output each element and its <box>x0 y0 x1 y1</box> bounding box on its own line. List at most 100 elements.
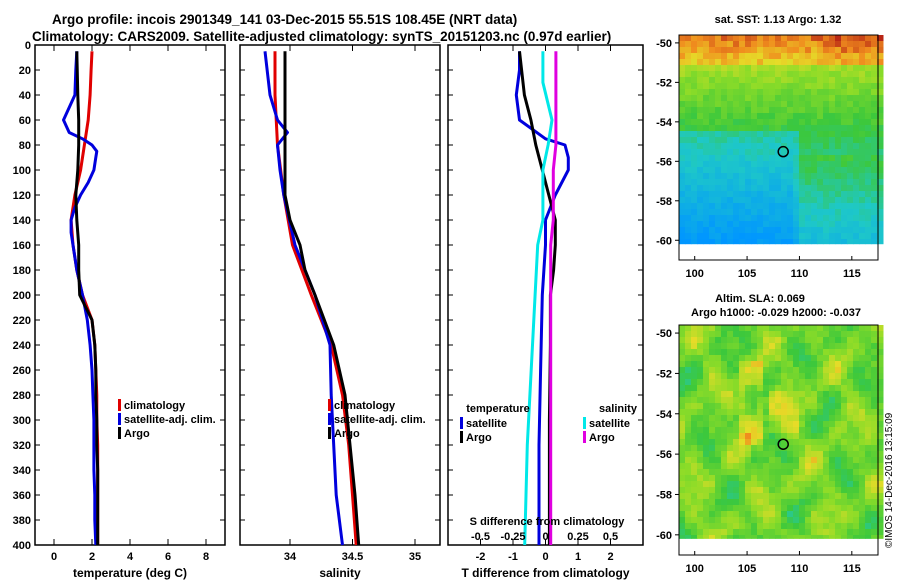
y-tick-label: 0 <box>25 40 31 52</box>
y-tick-label: 180 <box>13 265 31 277</box>
y-tick-label: 100 <box>13 165 31 177</box>
map-frame <box>678 34 879 261</box>
y-tick-label: 380 <box>13 515 31 527</box>
map-y-tick-label: -54 <box>656 409 673 421</box>
map-x-tick-label: 110 <box>791 268 809 280</box>
series-line-satellite-adj.-clim. <box>62 51 99 546</box>
y-tick-label: 260 <box>13 365 31 377</box>
y-tick-label: 340 <box>13 465 31 477</box>
map-title: Argo h1000: -0.029 h2000: -0.037 <box>691 307 861 319</box>
x-axis-label: temperature (deg C) <box>73 566 187 580</box>
series-line-temperature-satellite <box>514 51 570 545</box>
map-x-tick-label: 105 <box>738 268 756 280</box>
map-y-tick-label: -58 <box>656 489 672 501</box>
y-tick-label: 40 <box>19 90 31 102</box>
series-line-salinity-Argo <box>549 51 558 545</box>
y-tick-label: 300 <box>13 415 31 427</box>
map-x-tick-label: 100 <box>686 268 704 280</box>
plot-frame-difference <box>447 44 644 546</box>
x-tick-label: 8 <box>203 551 209 563</box>
map-title: Altim. SLA: 0.069 <box>715 293 805 305</box>
map-x-tick-label: 110 <box>791 563 809 575</box>
map-y-tick-label: -60 <box>656 530 672 542</box>
series-line-climatology <box>273 51 358 546</box>
legend-label: Argo <box>124 428 150 440</box>
legend-group-label: salinity <box>599 403 638 415</box>
legend-label: satellite-adj. clim. <box>124 414 216 426</box>
y-tick-label: 80 <box>19 140 31 152</box>
map-sla-map <box>675 324 884 556</box>
series-line-Argo <box>283 51 361 546</box>
y-tick-label: 60 <box>19 115 31 127</box>
legend-swatch <box>118 413 121 425</box>
argo-position-marker <box>777 145 789 158</box>
x-tick-label: 2 <box>89 551 95 563</box>
x-axis-label: T difference from climatology <box>461 566 629 580</box>
legend-swatch <box>118 399 121 411</box>
y-tick-label: 200 <box>13 290 31 302</box>
y-tick-label: 320 <box>13 440 31 452</box>
legend-swatch <box>328 399 331 411</box>
y-tick-label: 220 <box>13 315 31 327</box>
map-frame <box>678 324 879 556</box>
top-tick-label: 0 <box>542 531 548 543</box>
x-tick-label: 0 <box>51 551 57 563</box>
legend-swatch <box>583 417 586 429</box>
x-tick-label: 4 <box>127 551 134 563</box>
y-tick-label: 240 <box>13 340 31 352</box>
map-y-tick-label: -60 <box>656 235 672 247</box>
legend-swatch <box>328 427 331 439</box>
map-y-tick-label: -56 <box>656 156 672 168</box>
map-sst-map <box>675 34 884 261</box>
x-tick-label: 35 <box>409 551 421 563</box>
x-tick-label: 6 <box>165 551 171 563</box>
legend-label: satellite-adj. clim. <box>334 414 426 426</box>
legend-label: climatology <box>334 400 396 412</box>
x-tick-label: 34 <box>284 551 297 563</box>
map-y-tick-label: -56 <box>656 449 672 461</box>
map-title: sat. SST: 1.13 Argo: 1.32 <box>715 14 842 26</box>
y-tick-label: 140 <box>13 215 31 227</box>
top-axis-label: S difference from climatology <box>470 516 626 528</box>
figure-title-line1: Argo profile: incois 2901349_141 03-Dec-… <box>52 12 518 27</box>
series-line-salinity-satellite <box>523 51 554 546</box>
map-x-tick-label: 105 <box>738 563 756 575</box>
x-tick-label: 1 <box>575 551 581 563</box>
x-tick-label: -1 <box>508 551 518 563</box>
map-x-tick-label: 100 <box>686 563 704 575</box>
legend-label: climatology <box>124 400 186 412</box>
legend-label: Argo <box>334 428 360 440</box>
x-tick-label: 34.5 <box>342 551 363 563</box>
map-x-tick-label: 115 <box>843 563 861 575</box>
legend-label: Argo <box>466 432 492 444</box>
x-tick-label: 2 <box>607 551 613 563</box>
y-tick-label: 280 <box>13 390 31 402</box>
legend-group-label: temperature <box>466 403 530 415</box>
legend-label: Argo <box>589 432 615 444</box>
x-axis-label: salinity <box>319 566 361 580</box>
argo-position-marker <box>777 438 789 450</box>
top-tick-label: -0.5 <box>471 531 490 543</box>
legend-swatch <box>460 431 463 443</box>
map-y-tick-label: -50 <box>656 328 672 340</box>
map-y-tick-label: -52 <box>656 368 672 380</box>
y-tick-label: 20 <box>19 65 31 77</box>
top-tick-label: 0.5 <box>603 531 618 543</box>
x-tick-label: -2 <box>476 551 486 563</box>
series-line-Argo <box>74 51 100 545</box>
legend-label: satellite <box>589 418 630 430</box>
y-tick-label: 400 <box>13 540 31 552</box>
y-tick-label: 160 <box>13 240 31 252</box>
credit-text: ©IMOS 14-Dec-2016 13:15:09 <box>884 412 895 548</box>
plot-frame-salinity <box>239 44 441 546</box>
map-x-tick-label: 115 <box>843 268 861 280</box>
legend-swatch <box>460 417 463 429</box>
legend-swatch <box>118 427 121 439</box>
top-tick-label: 0.25 <box>567 531 588 543</box>
x-tick-label: 0 <box>542 551 548 563</box>
map-y-tick-label: -54 <box>656 117 673 129</box>
legend-swatch <box>583 431 586 443</box>
legend-label: satellite <box>466 418 507 430</box>
figure-title-line2: Climatology: CARS2009. Satellite-adjuste… <box>32 29 612 44</box>
